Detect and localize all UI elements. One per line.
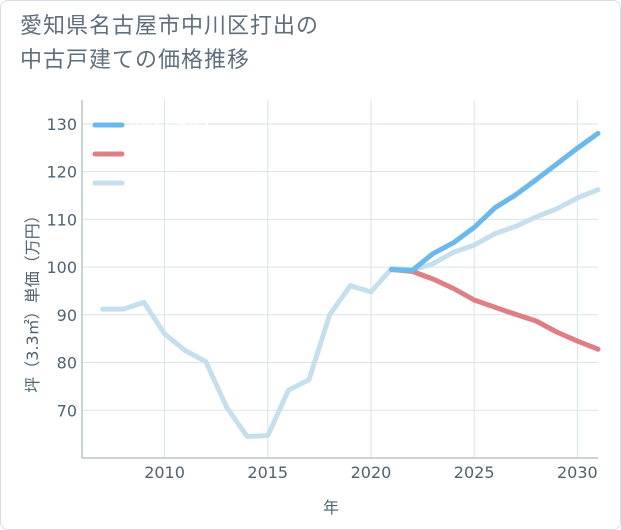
x-tick-labels: 2010 2015 2020 2025 2030 bbox=[144, 463, 598, 482]
y-tick-label-110: 110 bbox=[46, 210, 77, 229]
y-axis-title: 坪（3.3㎡）単価（万円） bbox=[23, 207, 42, 392]
series-lines bbox=[100, 130, 601, 439]
x-axis-title: 年 bbox=[323, 498, 339, 517]
legend-label-0: グッドシナリオ bbox=[128, 119, 212, 133]
x-tick-label-2025: 2025 bbox=[454, 463, 495, 482]
y-tick-labels: 70 80 90 100 110 120 130 bbox=[46, 115, 77, 420]
series-line-0 bbox=[389, 130, 601, 273]
chart-title-line-2: 中古戸建ての価格推移 bbox=[20, 48, 251, 73]
x-tick-label-2020: 2020 bbox=[351, 463, 392, 482]
legend-label-1: バッドシナリオ bbox=[128, 148, 212, 162]
x-tick-label-2010: 2010 bbox=[144, 463, 185, 482]
plot-area bbox=[82, 100, 598, 458]
x-tick-label-2015: 2015 bbox=[247, 463, 288, 482]
y-tick-label-70: 70 bbox=[57, 401, 77, 420]
y-tick-label-90: 90 bbox=[57, 306, 77, 325]
series-line-2 bbox=[100, 187, 601, 439]
chart-title: 愛知県名古屋市中川区打出の 中古戸建ての価格推移 bbox=[20, 10, 319, 78]
legend-label-2: ノーマルシナリオ bbox=[128, 177, 224, 191]
y-tick-label-130: 130 bbox=[46, 115, 77, 134]
series-line-1 bbox=[389, 267, 601, 352]
x-gridlines bbox=[164, 100, 578, 458]
y-tick-label-120: 120 bbox=[46, 163, 77, 182]
chart-title-line-1: 愛知県名古屋市中川区打出の bbox=[20, 14, 320, 39]
y-tick-label-100: 100 bbox=[46, 258, 77, 277]
x-tick-label-2030: 2030 bbox=[557, 463, 598, 482]
y-tick-label-80: 80 bbox=[57, 354, 77, 373]
